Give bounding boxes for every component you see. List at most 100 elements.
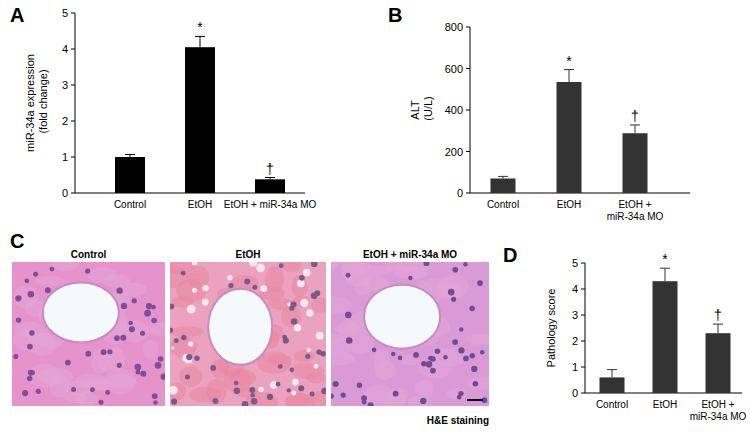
category-label: EtOH +miR-34a MO <box>607 199 664 222</box>
y-axis-label: Pathology score <box>545 289 557 368</box>
nucleus <box>22 390 28 396</box>
nucleus <box>65 360 71 366</box>
nucleus <box>276 382 281 387</box>
panel-label: D <box>503 244 517 266</box>
vacuole <box>306 309 313 316</box>
cytoplasm <box>12 330 47 351</box>
nucleus <box>480 350 485 355</box>
nucleus <box>458 347 464 353</box>
significance-mark: † <box>631 108 639 124</box>
central-vein <box>43 282 119 342</box>
marks <box>600 268 731 393</box>
nucleus <box>140 331 145 336</box>
error-cap <box>713 324 723 325</box>
cytoplasm <box>291 275 307 297</box>
vacuole <box>256 264 265 273</box>
chart-panel: D012345Pathology scoreControl*EtOH†EtOH … <box>503 244 747 422</box>
nucleus <box>393 391 399 397</box>
nucleus <box>250 393 255 398</box>
significance-mark: † <box>266 161 274 177</box>
y-tick <box>71 121 75 122</box>
cytoplasm <box>104 368 136 394</box>
y-tick <box>466 110 470 111</box>
nucleus <box>267 394 273 400</box>
cytoplasm <box>170 382 186 400</box>
nucleus <box>357 383 362 388</box>
vacuole <box>314 364 319 369</box>
y-axis <box>75 13 76 193</box>
cytoplasm <box>346 270 373 287</box>
y-tick-label: 0 <box>457 187 463 199</box>
cytoplasm <box>331 262 340 269</box>
error-bar <box>660 268 670 281</box>
nucleus <box>45 287 51 293</box>
nucleus <box>16 317 21 322</box>
y-axis-label: ALT (U/L) <box>409 96 434 124</box>
nucleus <box>448 289 455 296</box>
nucleus <box>15 295 21 301</box>
cytoplasm <box>408 396 432 406</box>
nucleus <box>430 368 436 374</box>
y-tick-label: 0 <box>62 187 68 199</box>
error-stem <box>200 36 201 47</box>
nucleus <box>85 351 91 357</box>
nucleus <box>33 272 38 277</box>
y-tick <box>581 341 585 342</box>
nucleus <box>290 368 295 373</box>
nucleus <box>299 275 305 281</box>
y-axis-label-line: (U/L) <box>422 96 434 124</box>
y-tick-label: 0 <box>572 387 578 399</box>
nucleus <box>413 352 419 358</box>
y-tick <box>71 85 75 86</box>
category-label: EtOH <box>188 199 212 210</box>
cytoplasm <box>311 297 326 313</box>
category-label-line: miR-34a MO <box>607 211 664 222</box>
nucleus <box>452 267 458 273</box>
bar <box>706 333 731 393</box>
nucleus <box>291 318 298 325</box>
vacuole <box>260 285 267 292</box>
vacuole <box>307 348 311 352</box>
nucleus <box>298 385 304 391</box>
nucleus <box>314 290 320 296</box>
nucleus <box>279 263 284 268</box>
error-stem <box>718 324 719 333</box>
y-tick-label: 600 <box>445 63 463 75</box>
nucleus <box>144 310 151 317</box>
cytoplasm <box>231 275 258 290</box>
nucleus <box>451 297 456 302</box>
cytoplasm <box>170 326 204 337</box>
y-tick <box>466 151 470 152</box>
nucleus <box>90 387 95 392</box>
nucleus <box>140 371 146 377</box>
nucleus <box>346 273 351 278</box>
micrograph <box>170 262 326 406</box>
nucleus <box>170 327 173 333</box>
figure: A012345miR-34a expression (fold change)C… <box>0 0 750 435</box>
image-caption: EtOH <box>236 249 261 260</box>
error-bar <box>564 70 574 82</box>
cytoplasm <box>103 274 130 287</box>
significance-mark: * <box>662 251 668 267</box>
tissue <box>331 262 489 406</box>
nucleus <box>426 361 433 368</box>
nucleus <box>463 262 468 266</box>
nucleus <box>391 352 396 357</box>
panel-label: B <box>388 4 402 26</box>
vacuole <box>303 269 311 277</box>
bar <box>185 47 215 193</box>
cytoplasm <box>49 375 70 398</box>
nucleus <box>105 390 110 395</box>
nucleus <box>470 353 475 358</box>
y-tick <box>466 68 470 69</box>
nucleus <box>458 391 463 396</box>
error-bar <box>125 154 135 157</box>
error-cap <box>630 124 640 125</box>
y-tick-label: 2 <box>572 335 578 347</box>
y-tick-label: 2 <box>62 115 68 127</box>
nucleus <box>117 363 122 368</box>
category-label: Control <box>596 399 628 410</box>
nucleus <box>152 393 158 399</box>
nucleus <box>331 394 334 399</box>
y-tick-label: 800 <box>445 21 463 33</box>
